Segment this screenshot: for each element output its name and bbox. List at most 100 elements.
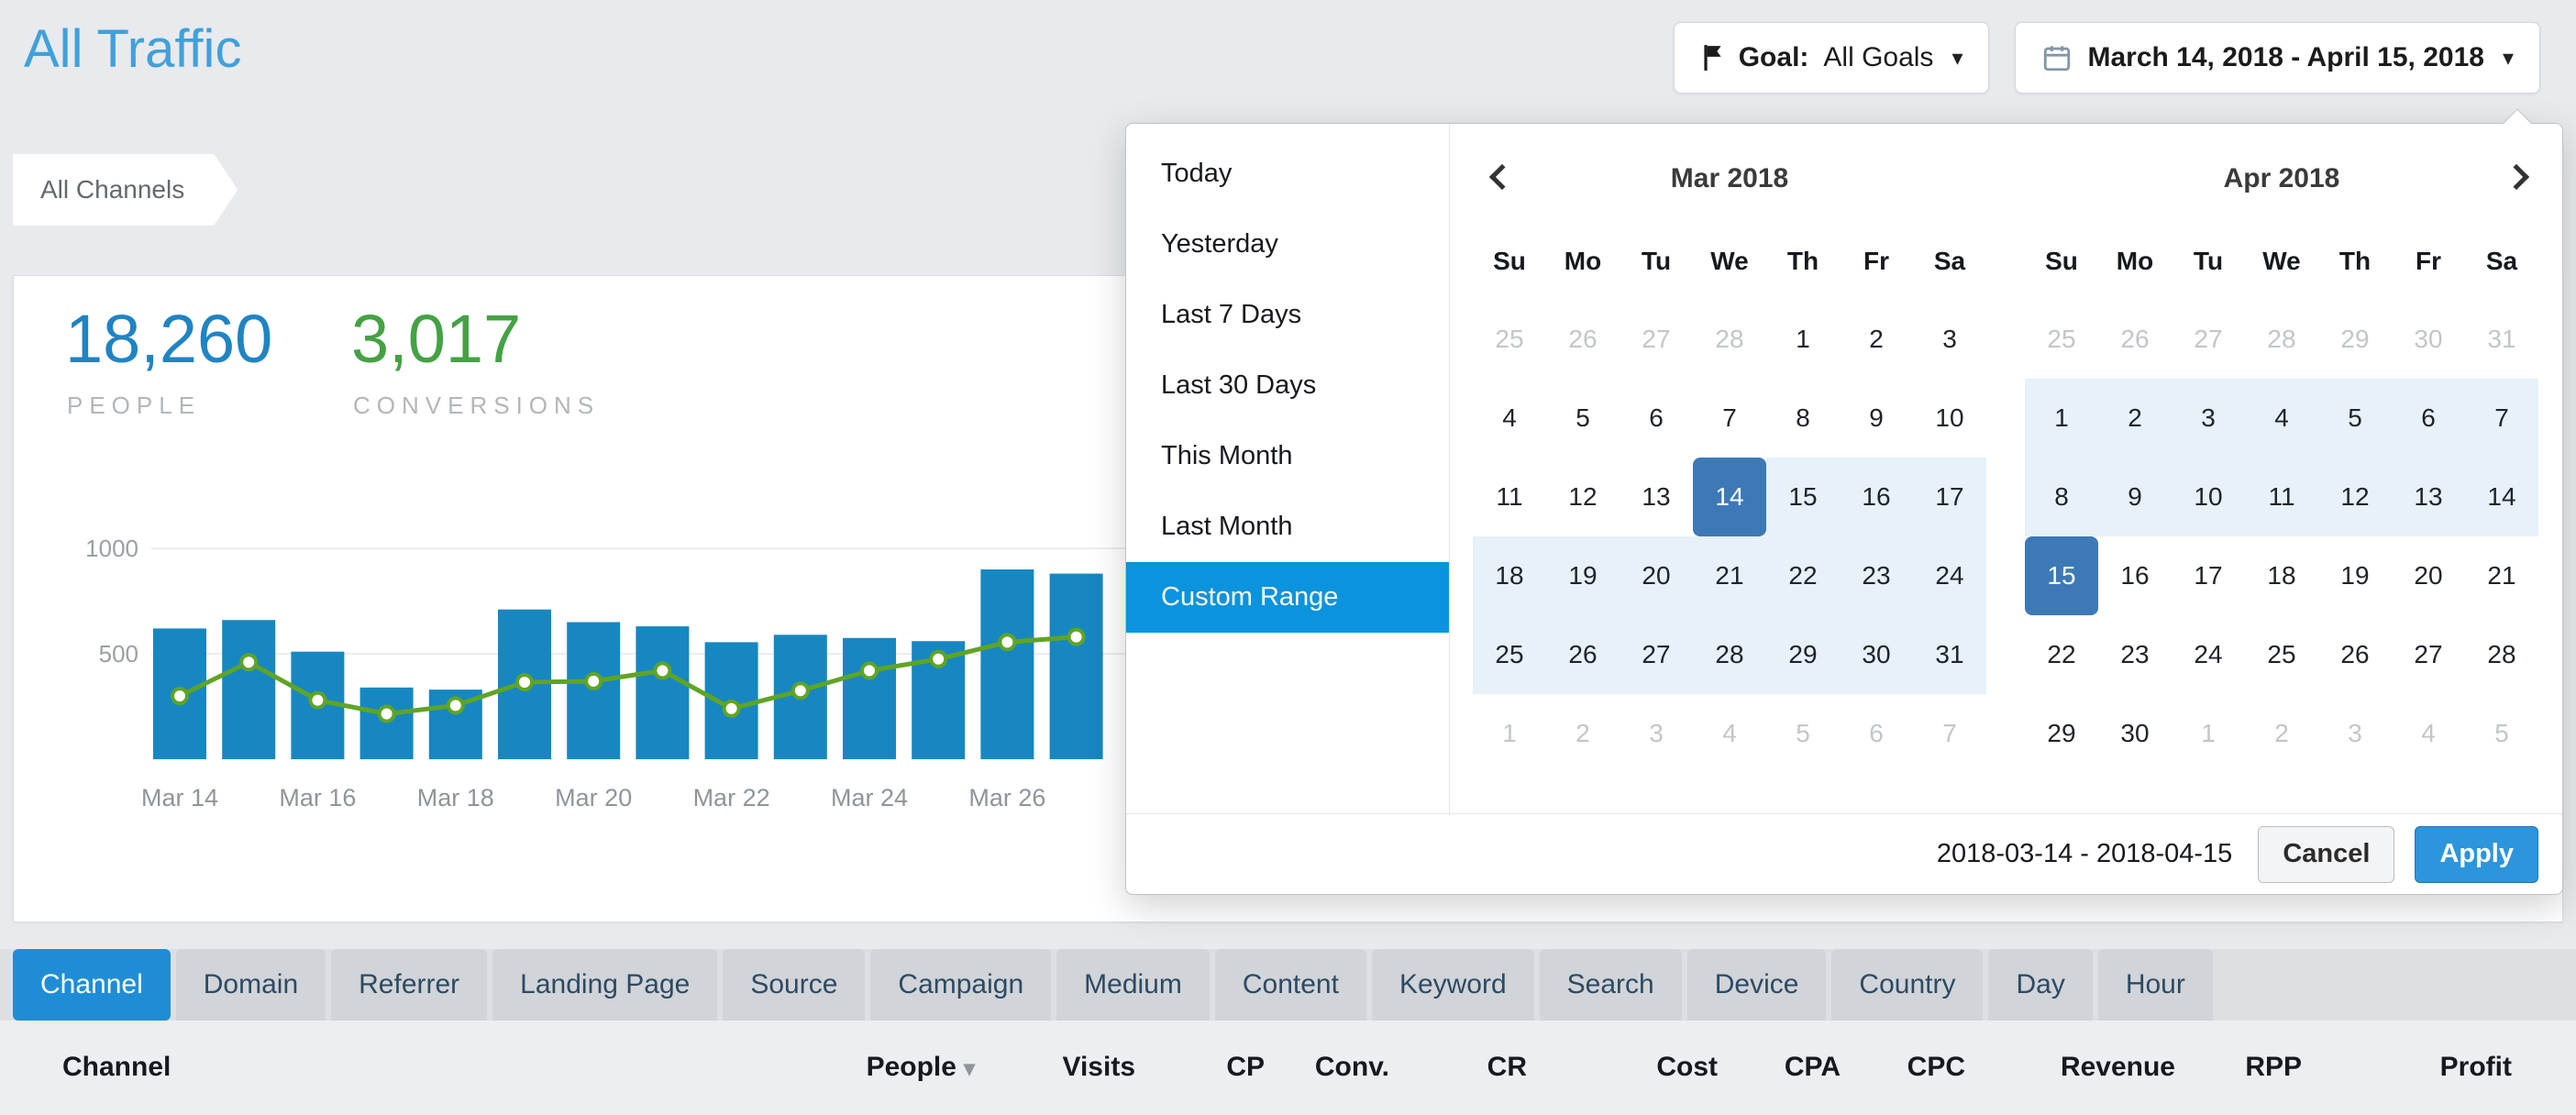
day-cell[interactable]: 5 (1575, 403, 1590, 432)
day-cell[interactable]: 28 (1693, 615, 1766, 694)
day-cell[interactable]: 30 (2120, 719, 2150, 747)
day-cell[interactable]: 13 (2392, 458, 2465, 536)
day-cell[interactable]: 28 (2487, 640, 2516, 668)
day-cell[interactable]: 6 (2392, 379, 2465, 458)
day-cell[interactable]: 10 (1935, 403, 1964, 432)
breadcrumb-all-channels[interactable]: All Channels (13, 154, 238, 226)
day-cell[interactable]: 14 (1693, 458, 1766, 536)
day-cell[interactable]: 9 (2098, 458, 2172, 536)
range-option-custom-range[interactable]: Custom Range (1126, 562, 1449, 633)
day-cell[interactable]: 5 (1796, 719, 1810, 747)
date-range-button[interactable]: March 14, 2018 - April 15, 2018 ▾ (2015, 22, 2540, 94)
tab-referrer[interactable]: Referrer (331, 949, 488, 1021)
column-header-rpp[interactable]: RPP (2245, 1052, 2302, 1082)
tab-device[interactable]: Device (1686, 949, 1827, 1021)
day-cell[interactable]: 27 (1620, 615, 1693, 694)
day-cell[interactable]: 16 (2120, 561, 2150, 590)
tab-domain[interactable]: Domain (175, 949, 326, 1021)
day-cell[interactable]: 7 (1722, 403, 1737, 432)
day-cell[interactable]: 17 (1913, 458, 1986, 536)
day-cell[interactable]: 26 (2120, 325, 2150, 353)
day-cell[interactable]: 29 (2047, 719, 2076, 747)
day-cell[interactable]: 25 (1473, 615, 1546, 694)
range-option-last-7-days[interactable]: Last 7 Days (1161, 300, 1302, 329)
tab-campaign[interactable]: Campaign (870, 949, 1052, 1021)
tab-source[interactable]: Source (723, 949, 866, 1021)
column-header-cp[interactable]: CP (1226, 1052, 1265, 1082)
day-cell[interactable]: 24 (2194, 640, 2223, 668)
day-cell[interactable]: 26 (1546, 615, 1620, 694)
day-cell[interactable]: 27 (1642, 325, 1671, 353)
day-cell[interactable]: 1 (2025, 379, 2098, 458)
range-option-last-30-days[interactable]: Last 30 Days (1161, 370, 1317, 400)
day-cell[interactable]: 28 (2267, 325, 2296, 353)
day-cell[interactable]: 3 (2348, 719, 2362, 747)
day-cell[interactable]: 8 (2025, 458, 2098, 536)
day-cell[interactable]: 23 (1840, 536, 1913, 615)
column-header-visits[interactable]: Visits (1062, 1052, 1136, 1082)
day-cell[interactable]: 15 (2025, 536, 2098, 615)
day-cell[interactable]: 3 (2172, 379, 2245, 458)
day-cell[interactable]: 3 (1649, 719, 1664, 747)
day-cell[interactable]: 1 (1796, 325, 1810, 353)
day-cell[interactable]: 1 (2201, 719, 2216, 747)
day-cell[interactable]: 1 (1502, 719, 1517, 747)
day-cell[interactable]: 12 (1568, 482, 1598, 511)
day-cell[interactable]: 29 (2340, 325, 2370, 353)
day-cell[interactable]: 2 (2098, 379, 2172, 458)
day-cell[interactable]: 9 (1869, 403, 1884, 432)
column-header-cpc[interactable]: CPC (1907, 1052, 1965, 1082)
day-cell[interactable]: 23 (2120, 640, 2150, 668)
day-cell[interactable]: 6 (1869, 719, 1884, 747)
cancel-button[interactable]: Cancel (2258, 825, 2395, 883)
day-cell[interactable]: 7 (1942, 719, 1957, 747)
column-header-channel[interactable]: Channel (62, 1052, 171, 1082)
day-cell[interactable]: 10 (2172, 458, 2245, 536)
tab-hour[interactable]: Hour (2097, 949, 2213, 1021)
day-cell[interactable]: 26 (1568, 325, 1598, 353)
tab-search[interactable]: Search (1539, 949, 1682, 1021)
day-cell[interactable]: 19 (1546, 536, 1620, 615)
day-cell[interactable]: 28 (1715, 325, 1744, 353)
day-cell[interactable]: 3 (1942, 325, 1957, 353)
day-cell[interactable]: 4 (1502, 403, 1517, 432)
day-cell[interactable]: 4 (1722, 719, 1737, 747)
tab-keyword[interactable]: Keyword (1371, 949, 1534, 1021)
range-option-yesterday[interactable]: Yesterday (1161, 229, 1278, 259)
day-cell[interactable]: 5 (2494, 719, 2509, 747)
column-header-profit[interactable]: Profit (2439, 1052, 2512, 1082)
day-cell[interactable]: 18 (1473, 536, 1546, 615)
apply-button[interactable]: Apply (2415, 825, 2538, 883)
day-cell[interactable]: 5 (2318, 379, 2392, 458)
day-cell[interactable]: 18 (2267, 561, 2296, 590)
day-cell[interactable]: 30 (2414, 325, 2443, 353)
day-cell[interactable]: 29 (1766, 615, 1840, 694)
day-cell[interactable]: 2 (1869, 325, 1884, 353)
column-header-cpa[interactable]: CPA (1784, 1052, 1841, 1082)
day-cell[interactable]: 25 (1495, 325, 1524, 353)
day-cell[interactable]: 22 (1766, 536, 1840, 615)
day-cell[interactable]: 8 (1796, 403, 1810, 432)
day-cell[interactable]: 27 (2194, 325, 2223, 353)
range-option-today[interactable]: Today (1161, 159, 1233, 188)
day-cell[interactable]: 21 (1693, 536, 1766, 615)
day-cell[interactable]: 25 (2267, 640, 2296, 668)
column-header-people[interactable]: People ▾ (866, 1052, 975, 1082)
day-cell[interactable]: 20 (1620, 536, 1693, 615)
day-cell[interactable]: 4 (2245, 379, 2318, 458)
column-header-revenue[interactable]: Revenue (2060, 1052, 2175, 1082)
day-cell[interactable]: 30 (1840, 615, 1913, 694)
day-cell[interactable]: 27 (2414, 640, 2443, 668)
day-cell[interactable]: 2 (2274, 719, 2289, 747)
tab-landing-page[interactable]: Landing Page (492, 949, 718, 1021)
day-cell[interactable]: 24 (1913, 536, 1986, 615)
day-cell[interactable]: 7 (2465, 379, 2538, 458)
day-cell[interactable]: 21 (2487, 561, 2516, 590)
day-cell[interactable]: 2 (1575, 719, 1590, 747)
day-cell[interactable]: 14 (2465, 458, 2538, 536)
goal-filter-button[interactable]: Goal: All Goals ▾ (1673, 22, 1990, 94)
day-cell[interactable]: 25 (2047, 325, 2076, 353)
column-header-cost[interactable]: Cost (1656, 1052, 1718, 1082)
day-cell[interactable]: 17 (2194, 561, 2223, 590)
day-cell[interactable]: 6 (1649, 403, 1664, 432)
